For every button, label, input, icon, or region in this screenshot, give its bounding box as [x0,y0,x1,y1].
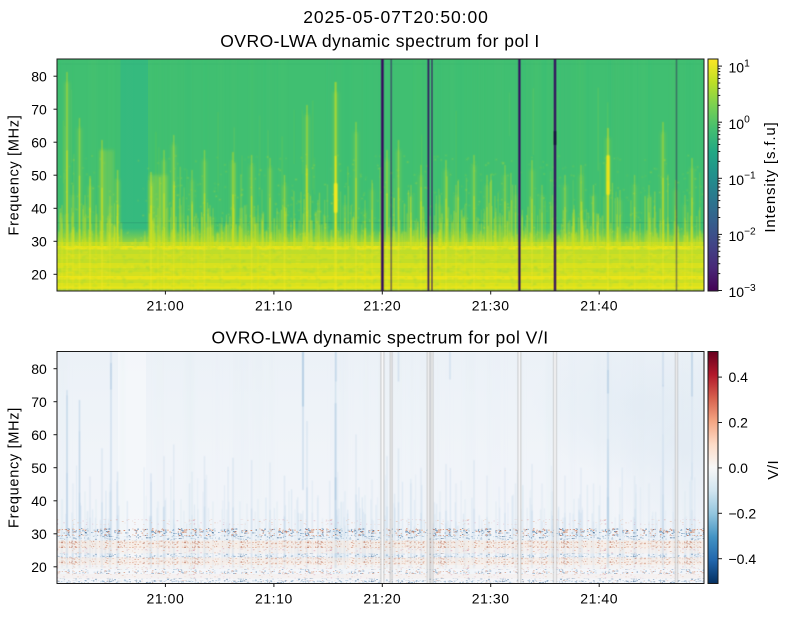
svg-text:21:20: 21:20 [363,591,401,607]
svg-text:Frequency [MHz]: Frequency [MHz] [7,407,23,528]
svg-text:30: 30 [31,526,47,542]
svg-text:21:00: 21:00 [147,298,185,314]
svg-text:21:40: 21:40 [580,298,618,314]
svg-text:21:30: 21:30 [472,591,510,607]
svg-text:21:30: 21:30 [472,298,510,314]
svg-text:60: 60 [31,427,47,443]
svg-text:60: 60 [31,134,47,150]
svg-text:21:20: 21:20 [363,298,401,314]
svg-text:70: 70 [31,394,47,410]
svg-text:70: 70 [31,101,47,117]
svg-text:30: 30 [31,233,47,249]
svg-text:−0.2: −0.2 [729,505,757,521]
svg-text:Frequency [MHz]: Frequency [MHz] [7,115,23,236]
svg-text:OVRO-LWA dynamic spectrum for: OVRO-LWA dynamic spectrum for pol V/I [211,327,548,347]
svg-text:21:40: 21:40 [580,591,618,607]
svg-text:Intensity [s.f.u]: Intensity [s.f.u] [762,121,779,232]
svg-text:21:10: 21:10 [255,298,293,314]
svg-text:0.2: 0.2 [729,415,749,431]
svg-text:80: 80 [31,68,47,84]
svg-text:50: 50 [31,167,47,183]
svg-text:OVRO-LWA dynamic spectrum for: OVRO-LWA dynamic spectrum for pol I [220,31,540,51]
svg-text:21:10: 21:10 [255,591,293,607]
svg-text:21:00: 21:00 [147,591,185,607]
svg-text:40: 40 [31,493,47,509]
svg-text:2025-05-07T20:50:00: 2025-05-07T20:50:00 [303,7,488,27]
svg-text:20: 20 [31,266,47,282]
svg-text:40: 40 [31,200,47,216]
svg-text:0.4: 0.4 [729,369,749,385]
svg-text:20: 20 [31,559,47,575]
svg-text:80: 80 [31,361,47,377]
svg-text:V/I: V/I [765,460,782,480]
svg-text:0.0: 0.0 [729,460,749,476]
svg-text:50: 50 [31,460,47,476]
svg-text:−0.4: −0.4 [729,551,757,567]
